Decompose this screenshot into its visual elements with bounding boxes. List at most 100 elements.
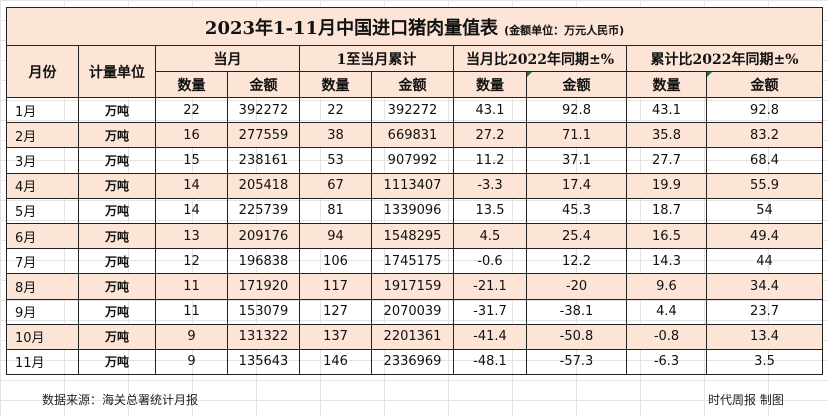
cell-unit: 万吨	[78, 248, 156, 275]
cell-month: 5月	[6, 197, 79, 224]
cell-cum-qty-yoy: -6.3	[626, 348, 707, 376]
subheader-quantity: 数量	[453, 71, 527, 98]
header-group-cumulative-yoy: 累计比2022年同期±%	[625, 45, 824, 72]
cell-month: 1月	[6, 96, 79, 124]
cell-cum-quantity: 146	[299, 348, 372, 376]
cell-month-amt-yoy: 37.1	[526, 147, 627, 174]
cell-cum-quantity: 38	[299, 122, 372, 149]
cell-month: 8月	[6, 273, 79, 300]
cell-month-qty-yoy: 4.5	[453, 222, 527, 250]
cell-unit: 万吨	[78, 222, 156, 250]
header-month: 月份	[6, 45, 79, 98]
table-row: 10月 万吨 9 131322 137 2201361 -41.4 -50.8 -0.8 13.4	[6, 323, 824, 350]
cell-month-amt-yoy: -50.8	[526, 323, 627, 350]
cell-cum-quantity: 137	[299, 323, 372, 350]
cell-cum-amt-yoy: 55.9	[705, 172, 824, 199]
cell-unit: 万吨	[78, 172, 156, 199]
cell-month-quantity: 14	[155, 172, 228, 199]
cell-month-qty-yoy: 27.2	[453, 122, 527, 149]
cell-cum-amount: 2070039	[371, 298, 454, 325]
cell-month-quantity: 13	[155, 222, 228, 250]
cell-cum-amt-yoy: 92.8	[705, 96, 824, 124]
cell-month: 6月	[6, 222, 79, 250]
cell-cum-qty-yoy: 43.1	[626, 96, 707, 124]
cell-month-qty-yoy: -21.1	[453, 273, 527, 300]
cell-month-amt-yoy: 71.1	[526, 122, 627, 149]
header-group-current-month: 当月	[155, 45, 300, 72]
cell-month: 4月	[6, 172, 79, 199]
cell-cum-qty-yoy: 9.6	[626, 273, 707, 300]
table-row: 6月 万吨 13 209176 94 1548295 4.5 25.4 16.5 49.4	[6, 222, 824, 250]
cell-cum-amount: 669831	[371, 122, 454, 149]
header-unit: 计量单位	[78, 45, 156, 98]
cell-month-amount: 131322	[227, 323, 300, 350]
cell-month: 9月	[6, 298, 79, 325]
cell-month-qty-yoy: -0.6	[453, 248, 527, 275]
table-title-cell: 2023年1-11月中国进口猪肉量值表 (金额单位：万元人民币)	[5, 7, 824, 46]
cell-cum-amt-yoy: 49.4	[705, 222, 824, 250]
header-group-month-yoy: 当月比2022年同期±%	[453, 45, 627, 72]
table-row: 11月 万吨 9 135643 146 2336969 -48.1 -57.3 -6.3 3.5	[6, 348, 824, 376]
cell-cum-amount: 907992	[371, 147, 454, 174]
cell-unit: 万吨	[78, 197, 156, 224]
table-row: 3月 万吨 15 238161 53 907992 11.2 37.1 27.7 68.4	[6, 147, 824, 174]
cell-cum-amt-yoy: 68.4	[705, 147, 824, 174]
cell-cum-amount: 392272	[371, 96, 454, 124]
cell-month: 10月	[6, 323, 79, 350]
cell-cum-qty-yoy: -0.8	[626, 323, 707, 350]
title-unit-note: (金额单位：万元人民币)	[504, 23, 625, 37]
cell-cum-amt-yoy: 13.4	[705, 323, 824, 350]
table-row: 1月 万吨 22 392272 22 392272 43.1 92.8 43.1 92.8	[6, 96, 824, 124]
cell-month-amount: 225739	[227, 197, 300, 224]
table-title: 2023年1-11月中国进口猪肉量值表	[204, 17, 499, 39]
subheader-amount: 金额	[227, 71, 300, 98]
cell-cum-qty-yoy: 19.9	[626, 172, 707, 199]
cell-cum-quantity: 106	[299, 248, 372, 275]
cell-month-qty-yoy: -48.1	[453, 348, 527, 376]
cell-cum-amount: 2336969	[371, 348, 454, 376]
cell-cum-amt-yoy: 54	[705, 197, 824, 224]
cell-cum-amt-yoy: 3.5	[705, 348, 824, 376]
cell-month-amt-yoy: -38.1	[526, 298, 627, 325]
cell-month-amount: 196838	[227, 248, 300, 275]
cell-unit: 万吨	[78, 323, 156, 350]
cell-cum-qty-yoy: 27.7	[626, 147, 707, 174]
cell-month-amount: 238161	[227, 147, 300, 174]
footer-source: 数据来源：海关总署统计月报	[42, 393, 199, 407]
cell-unit: 万吨	[78, 348, 156, 376]
cell-unit: 万吨	[78, 122, 156, 149]
subheader-quantity: 数量	[299, 71, 372, 98]
cell-cum-amt-yoy: 23.7	[705, 298, 824, 325]
cell-cum-amount: 1113407	[371, 172, 454, 199]
cell-month: 11月	[6, 348, 79, 376]
cell-month-amount: 153079	[227, 298, 300, 325]
table-row: 5月 万吨 14 225739 81 1339096 13.5 45.3 18.7 54	[6, 197, 824, 224]
cell-cum-amt-yoy: 34.4	[705, 273, 824, 300]
cell-month-amount: 392272	[227, 96, 300, 124]
cell-month-qty-yoy: -31.7	[453, 298, 527, 325]
subheader-quantity: 数量	[155, 71, 228, 98]
cell-unit: 万吨	[78, 273, 156, 300]
cell-month-amt-yoy: 17.4	[526, 172, 627, 199]
table-row: 7月 万吨 12 196838 106 1745175 -0.6 12.2 14.3 44	[6, 248, 824, 275]
cell-cum-qty-yoy: 14.3	[626, 248, 707, 275]
cell-month-qty-yoy: -3.3	[453, 172, 527, 199]
cell-unit: 万吨	[78, 96, 156, 124]
cell-cum-quantity: 67	[299, 172, 372, 199]
table-row: 8月 万吨 11 171920 117 1917159 -21.1 -20 9.6 34.4	[6, 273, 824, 300]
cell-cum-quantity: 117	[299, 273, 372, 300]
cell-month-qty-yoy: 43.1	[453, 96, 527, 124]
cell-cum-amount: 1339096	[371, 197, 454, 224]
header-group-cumulative: 1至当月累计	[299, 45, 454, 72]
subheader-amount: 金额	[526, 71, 627, 98]
cell-month-amt-yoy: -20	[526, 273, 627, 300]
cell-cum-amount: 2201361	[371, 323, 454, 350]
cell-month-qty-yoy: -41.4	[453, 323, 527, 350]
subheader-quantity: 数量	[626, 71, 707, 98]
subheader-amount: 金额	[371, 71, 454, 98]
cell-month: 7月	[6, 248, 79, 275]
cell-month-quantity: 9	[155, 323, 228, 350]
cell-month-amount: 171920	[227, 273, 300, 300]
cell-cum-quantity: 127	[299, 298, 372, 325]
cell-month-amt-yoy: 12.2	[526, 248, 627, 275]
